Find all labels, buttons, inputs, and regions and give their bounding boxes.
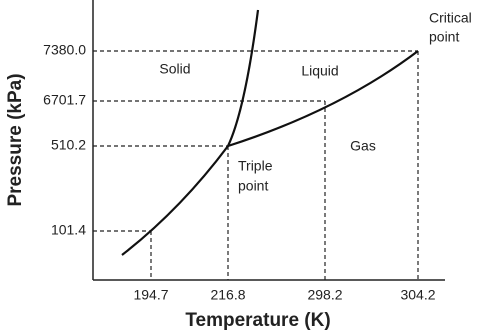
x-tick-label: 216.8 <box>210 287 245 303</box>
sublimation-curve <box>121 145 229 256</box>
region-label: Gas <box>350 138 376 154</box>
y-tick-label: 7380.0 <box>43 42 86 58</box>
triple-guide <box>93 145 229 280</box>
region-label: Solid <box>159 61 190 77</box>
triple-point-label: point <box>238 178 268 194</box>
x-axis-title: Temperature (K) <box>185 310 330 331</box>
critical-point-label: point <box>429 29 459 45</box>
critical-point-label: Critical <box>429 10 472 26</box>
y-tick-label: 101.4 <box>51 222 86 238</box>
y-tick-label: 510.2 <box>51 137 86 153</box>
triple-point-label: Triple <box>238 158 273 174</box>
x-tick-label: 298.2 <box>307 287 342 303</box>
x-tick-label: 194.7 <box>133 287 168 303</box>
vaporization-curve <box>227 50 419 148</box>
y-axis-title: Pressure (kPa) <box>5 73 26 206</box>
critical-guide <box>93 50 419 280</box>
region-label: Liquid <box>301 63 338 79</box>
guide <box>93 230 152 280</box>
y-tick-label: 6701.7 <box>43 92 86 108</box>
x-tick-label: 304.2 <box>400 287 435 303</box>
melting-curve <box>227 9 260 147</box>
guide <box>93 100 326 280</box>
